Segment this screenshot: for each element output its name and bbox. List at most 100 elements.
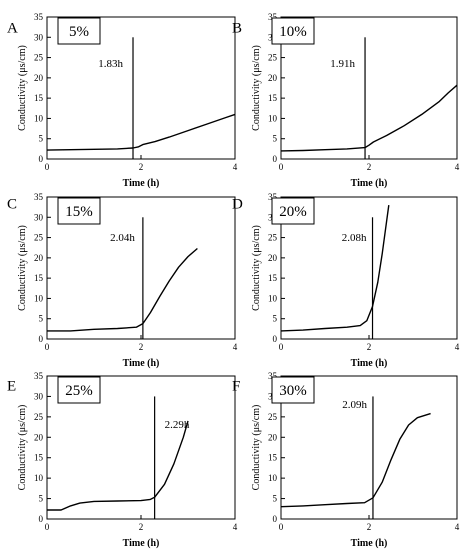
x-axis-title: Time (h): [351, 178, 388, 189]
y-tick-label: 35: [268, 371, 278, 381]
y-tick-label: 30: [34, 212, 44, 222]
y-tick-label: 10: [268, 113, 278, 123]
x-tick-label: 0: [45, 522, 50, 532]
x-tick-label: 0: [45, 342, 50, 352]
y-tick-label: 5: [273, 314, 278, 324]
panel-letter: C: [7, 197, 17, 213]
x-tick-label: 4: [455, 342, 460, 352]
concentration-box: [57, 197, 101, 225]
y-axis-title: Conductivity (μs/cm): [251, 225, 262, 311]
x-axis-title: Time (h): [123, 358, 160, 369]
y-tick-label: 5: [39, 134, 44, 144]
x-tick-label: 0: [279, 342, 284, 352]
conductivity-line: [280, 412, 431, 508]
y-tick-label: 0: [273, 154, 278, 164]
y-tick-label: 35: [34, 192, 44, 202]
y-tick-label: 20: [34, 73, 44, 83]
y-tick-label: 35: [268, 12, 278, 22]
x-tick-label: 2: [367, 342, 372, 352]
panel-letter: A: [7, 21, 18, 37]
x-tick-label: 2: [367, 522, 372, 532]
conductivity-line: [47, 420, 189, 511]
y-axis-title: Conductivity (μs/cm): [17, 45, 28, 131]
y-tick-label: 25: [34, 233, 44, 243]
panel-letter: D: [232, 197, 243, 213]
y-tick-label: 5: [39, 314, 44, 324]
y-tick-label: 25: [268, 53, 278, 63]
x-tick-label: 0: [279, 522, 284, 532]
y-tick-label: 0: [39, 154, 44, 164]
panel-letter: F: [232, 379, 240, 395]
x-axis-title: Time (h): [123, 538, 160, 549]
chart-panel-a: 0 5 10 15 20 25 30 35 0 2 4 Time (h) Conductivity (μ…: [7, 12, 238, 189]
y-tick-label: 30: [34, 391, 44, 401]
y-tick-label: 10: [34, 113, 44, 123]
y-tick-label: 35: [34, 12, 44, 22]
chart-panel-c: 0 5 10 15 20 25 30 35 0 2 4 Time (h) Conductivity (μ…: [7, 192, 238, 369]
y-axis-title: Conductivity (μs/cm): [251, 405, 262, 491]
y-tick-label: 0: [273, 514, 278, 524]
y-axis-title: Conductivity (μs/cm): [17, 225, 28, 311]
x-tick-label: 4: [233, 162, 238, 172]
onset-marker-label: 2.08h: [342, 232, 367, 244]
y-tick-label: 15: [34, 273, 44, 283]
y-tick-label: 25: [34, 412, 44, 422]
y-tick-label: 20: [268, 73, 278, 83]
y-tick-label: 15: [34, 453, 44, 463]
y-tick-label: 0: [273, 334, 278, 344]
y-tick-label: 15: [34, 93, 44, 103]
panel-letter: E: [7, 379, 16, 395]
onset-marker-label: 2.29h: [165, 419, 190, 431]
onset-marker-label: 2.09h: [342, 399, 367, 411]
conductivity-line: [280, 84, 458, 152]
y-tick-label: 15: [268, 453, 278, 463]
y-tick-label: 10: [34, 293, 44, 303]
concentration-label: 15%: [65, 204, 93, 220]
onset-marker-label: 1.83h: [98, 58, 123, 70]
conductivity-line: [47, 247, 198, 332]
y-tick-label: 20: [34, 253, 44, 263]
y-tick-label: 5: [273, 134, 278, 144]
y-tick-label: 10: [34, 473, 44, 483]
y-tick-label: 35: [34, 371, 44, 381]
y-tick-label: 20: [268, 432, 278, 442]
chart-panel-e: 0 5 10 15 20 25 30 35 0 2 4 Time (h) Conductivity (μ…: [7, 371, 238, 549]
y-axis-title: Conductivity (μs/cm): [251, 45, 262, 131]
x-tick-label: 4: [455, 522, 460, 532]
y-tick-label: 15: [268, 93, 278, 103]
concentration-box: [271, 197, 315, 225]
x-axis-title: Time (h): [123, 178, 160, 189]
y-tick-label: 0: [39, 334, 44, 344]
onset-marker-label: 2.04h: [110, 232, 135, 244]
panel-letter: B: [232, 21, 242, 37]
y-tick-label: 25: [34, 53, 44, 63]
x-tick-label: 0: [45, 162, 50, 172]
concentration-label: 20%: [279, 204, 307, 220]
y-tick-label: 10: [268, 473, 278, 483]
concentration-label: 25%: [65, 383, 93, 399]
x-tick-label: 4: [233, 342, 238, 352]
y-tick-label: 5: [273, 494, 278, 504]
x-tick-label: 2: [139, 522, 144, 532]
concentration-label: 30%: [279, 383, 307, 399]
x-tick-label: 0: [279, 162, 284, 172]
x-tick-label: 2: [367, 162, 372, 172]
x-tick-label: 2: [139, 342, 144, 352]
y-tick-label: 5: [39, 494, 44, 504]
y-tick-label: 20: [268, 253, 278, 263]
concentration-label: 10%: [279, 24, 307, 40]
x-tick-label: 2: [139, 162, 144, 172]
y-tick-label: 25: [268, 412, 278, 422]
y-tick-label: 35: [268, 192, 278, 202]
y-tick-label: 15: [268, 273, 278, 283]
concentration-box: [271, 17, 315, 45]
x-tick-label: 4: [455, 162, 460, 172]
concentration-box: [271, 376, 315, 404]
y-tick-label: 0: [39, 514, 44, 524]
y-tick-label: 25: [268, 233, 278, 243]
y-tick-label: 10: [268, 293, 278, 303]
